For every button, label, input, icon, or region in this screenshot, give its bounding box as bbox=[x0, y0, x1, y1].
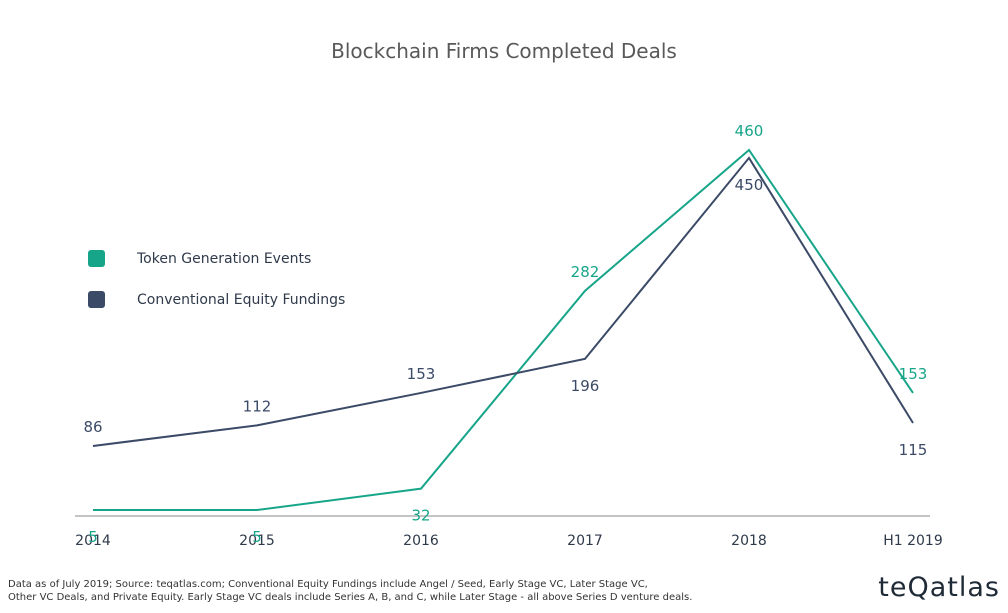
x-tick-label: 2017 bbox=[567, 533, 603, 549]
x-tick-label: 2015 bbox=[239, 533, 275, 549]
data-label: 86 bbox=[83, 418, 102, 436]
legend-label: Conventional Equity Fundings bbox=[137, 292, 345, 308]
legend: Token Generation Events Conventional Equi… bbox=[88, 250, 345, 308]
legend-label: Token Generation Events bbox=[136, 251, 311, 267]
data-label: 32 bbox=[411, 507, 430, 525]
brand-logo: teQatlas bbox=[878, 572, 1000, 603]
data-label: 153 bbox=[407, 365, 436, 383]
series-line-conventional-equity-fundings bbox=[92, 156, 914, 447]
data-label: 282 bbox=[571, 263, 600, 281]
data-label: 450 bbox=[735, 176, 764, 194]
footnote-line-1: Data as of July 2019; Source: teqatlas.c… bbox=[8, 579, 648, 590]
data-label: 5 bbox=[88, 528, 98, 546]
series-line-token-generation-events bbox=[93, 148, 914, 512]
data-label: 196 bbox=[571, 377, 600, 395]
chart-title: Blockchain Firms Completed Deals bbox=[331, 39, 677, 63]
data-label: 115 bbox=[899, 441, 928, 459]
x-tick-label: 2014 bbox=[75, 533, 111, 549]
data-labels: 5 5 32 282 460 153 86 112 153 196 450 115 bbox=[83, 122, 927, 546]
data-label: 112 bbox=[243, 397, 272, 415]
data-label: 5 bbox=[252, 528, 262, 546]
legend-swatch bbox=[88, 291, 105, 308]
x-tick-label: 2018 bbox=[731, 533, 767, 549]
series-lines bbox=[92, 148, 914, 512]
data-label: 460 bbox=[735, 122, 764, 140]
footnote: Data as of July 2019; Source: teqatlas.c… bbox=[8, 578, 768, 604]
data-label: 153 bbox=[899, 365, 928, 383]
legend-swatch bbox=[88, 250, 105, 267]
x-axis-ticks: 2014 2015 2016 2017 2018 H1 2019 bbox=[75, 533, 943, 549]
x-tick-label: 2016 bbox=[403, 533, 439, 549]
footnote-line-2: Other VC Deals, and Private Equity. Earl… bbox=[8, 592, 693, 603]
x-tick-label: H1 2019 bbox=[883, 533, 943, 549]
